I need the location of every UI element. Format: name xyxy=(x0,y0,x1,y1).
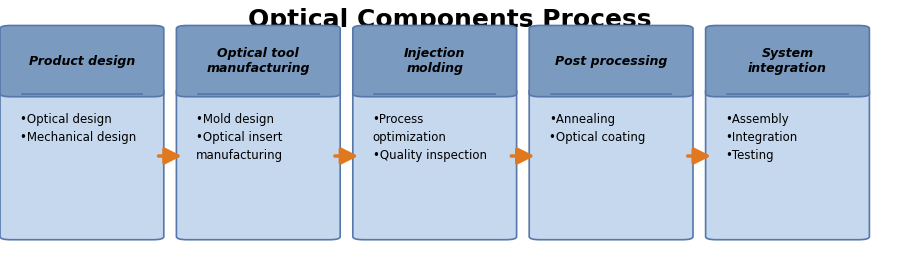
FancyBboxPatch shape xyxy=(706,25,869,97)
FancyBboxPatch shape xyxy=(0,25,164,97)
FancyBboxPatch shape xyxy=(0,88,164,240)
Bar xyxy=(374,87,495,105)
Text: •Assembly
•Integration
•Testing: •Assembly •Integration •Testing xyxy=(725,113,797,162)
Text: •Process
optimization
•Quality inspection: •Process optimization •Quality inspectio… xyxy=(373,113,487,162)
Bar xyxy=(727,87,848,105)
Text: System
integration: System integration xyxy=(748,47,827,75)
FancyBboxPatch shape xyxy=(176,25,340,97)
Text: Post processing: Post processing xyxy=(555,55,667,68)
Text: Product design: Product design xyxy=(29,55,135,68)
Text: •Optical design
•Mechanical design: •Optical design •Mechanical design xyxy=(20,113,136,144)
FancyBboxPatch shape xyxy=(353,25,517,97)
FancyBboxPatch shape xyxy=(529,25,693,97)
FancyBboxPatch shape xyxy=(353,88,517,240)
Text: •Annealing
•Optical coating: •Annealing •Optical coating xyxy=(549,113,645,144)
FancyBboxPatch shape xyxy=(176,88,340,240)
Bar xyxy=(198,87,319,105)
Text: Injection
molding: Injection molding xyxy=(404,47,465,75)
Bar xyxy=(551,87,671,105)
Bar xyxy=(727,71,848,94)
FancyBboxPatch shape xyxy=(529,88,693,240)
Text: •Mold design
•Optical insert
manufacturing: •Mold design •Optical insert manufacturi… xyxy=(196,113,284,162)
Bar xyxy=(22,87,142,105)
Text: Optical Components Process: Optical Components Process xyxy=(248,8,652,32)
FancyBboxPatch shape xyxy=(706,88,869,240)
Text: Optical tool
manufacturing: Optical tool manufacturing xyxy=(206,47,310,75)
Bar xyxy=(551,71,671,94)
Bar xyxy=(22,71,142,94)
Bar xyxy=(374,71,495,94)
Bar xyxy=(198,71,319,94)
